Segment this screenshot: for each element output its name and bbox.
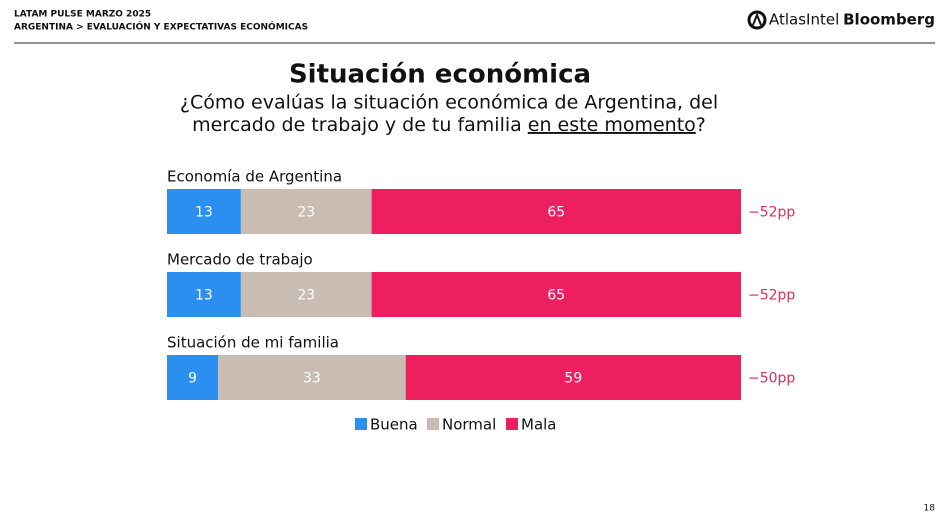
chart-title: Situación económica [289, 60, 591, 90]
category-label: Economía de Argentina [167, 168, 342, 186]
bar-segment [405, 355, 741, 400]
data-label: 65 [547, 288, 565, 304]
legend-swatch [355, 418, 367, 430]
legend-label: Normal [442, 416, 496, 434]
bar-segment [167, 355, 219, 400]
logo: AtlasIntel [769, 11, 839, 29]
net-label: −52pp [748, 288, 795, 304]
data-label: 65 [547, 205, 565, 221]
subtitle: ¿Cómo evalúas la situación económica de … [180, 92, 718, 114]
data-label: 9 [188, 371, 197, 387]
legend-swatch [427, 418, 439, 430]
subtitle-part: ? [696, 114, 706, 136]
net-label: −52pp [748, 205, 795, 221]
data-label: 33 [303, 371, 321, 387]
bar-segment [167, 189, 241, 234]
data-label: 23 [297, 205, 315, 221]
bar-segment [240, 272, 372, 317]
bar-segment [218, 355, 406, 400]
bar-segment [240, 189, 372, 234]
data-label: 13 [195, 205, 213, 221]
data-label: 59 [564, 371, 582, 387]
data-label: 13 [195, 288, 213, 304]
page-number: 18 [924, 504, 936, 514]
logo-icon [752, 12, 762, 26]
net-label: −50pp [748, 371, 795, 387]
bar-segment [371, 189, 741, 234]
data-label: 23 [297, 288, 315, 304]
category-label: Mercado de trabajo [167, 251, 313, 269]
legend-label: Mala [521, 416, 557, 434]
logo: Bloomberg [843, 11, 935, 29]
subtitle-part: mercado de trabajo y de tu familia [192, 114, 522, 136]
header-line: ARGENTINA > EVALUACIÓN Y EXPECTATIVAS EC… [14, 21, 308, 33]
category-label: Situación de mi familia [167, 334, 339, 352]
bar-segment [167, 272, 241, 317]
bar-segment [371, 272, 741, 317]
logo-icon [747, 10, 767, 30]
legend-label: Buena [370, 416, 418, 434]
header-line: LATAM PULSE MARZO 2025 [14, 10, 151, 20]
subtitle: mercado de trabajo y de tu familia en est… [192, 114, 706, 136]
legend-swatch [506, 418, 518, 430]
subtitle-emphasis: en este momento [528, 114, 696, 136]
